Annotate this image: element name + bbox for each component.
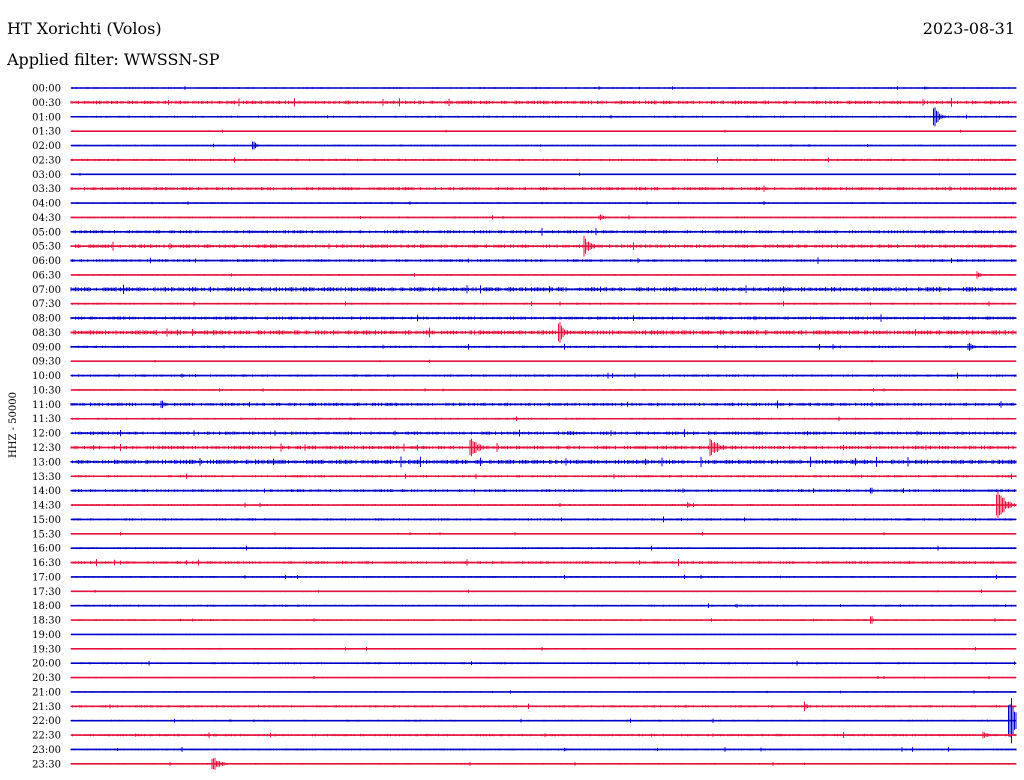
time-tick-label: 20:00 [32,659,61,670]
time-tick-label: 09:00 [32,342,61,353]
time-tick-label: 19:30 [32,644,61,655]
time-tick-label: 16:00 [32,544,61,555]
time-tick-label: 06:30 [32,270,61,281]
time-tick-label: 10:30 [32,385,61,396]
time-tick-label: 00:30 [32,98,61,109]
time-tick-label: 22:00 [32,716,61,727]
y-axis-label: HHZ - 50000 [8,392,19,458]
time-tick-label: 03:00 [32,170,61,181]
time-tick-label: 17:30 [32,587,61,598]
time-tick-label: 04:30 [32,213,61,224]
time-tick-label: 20:30 [32,673,61,684]
time-tick-label: 05:00 [32,227,61,238]
time-tick-label: 13:00 [32,457,61,468]
time-tick-label: 02:00 [32,141,61,152]
trace-rows: 00:00 00:30 01:00 01:30 02:00 02:30 03:00 03:30… [32,84,1017,770]
time-tick-label: 01:30 [32,127,61,138]
time-tick-label: 21:30 [32,702,61,713]
time-tick-label: 09:30 [32,357,61,368]
time-tick-label: 04:00 [32,199,61,210]
time-tick-label: 17:00 [32,572,61,583]
time-tick-label: 11:30 [32,414,61,425]
time-tick-label: 05:30 [32,242,61,253]
time-tick-label: 12:30 [32,443,61,454]
time-tick-label: 22:30 [32,731,61,742]
time-tick-label: 15:00 [32,515,61,526]
time-tick-label: 07:00 [32,285,61,296]
time-tick-label: 23:00 [32,745,61,756]
time-tick-label: 02:30 [32,155,61,166]
time-tick-label: 08:00 [32,314,61,325]
time-tick-label: 14:00 [32,486,61,497]
time-tick-label: 15:30 [32,529,61,540]
time-tick-label: 18:00 [32,601,61,612]
time-tick-label: 19:00 [32,630,61,641]
time-tick-label: 08:30 [32,328,61,339]
time-tick-label: 07:30 [32,299,61,310]
time-tick-label: 16:30 [32,558,61,569]
time-tick-label: 01:00 [32,112,61,123]
time-tick-label: 06:00 [32,256,61,267]
time-tick-label: 00:00 [32,84,61,95]
filter-label: Applied filter: WWSSN-SP [7,50,220,69]
time-tick-label: 14:30 [32,501,61,512]
time-tick-label: 03:30 [32,184,61,195]
time-tick-label: 12:00 [32,429,61,440]
time-tick-label: 10:00 [32,371,61,382]
time-tick-label: 23:30 [32,759,61,770]
time-tick-label: 18:30 [32,616,61,627]
time-tick-label: 13:30 [32,472,61,483]
time-tick-label: 21:00 [32,687,61,698]
station-title: HT Xorichti (Volos) [7,19,162,38]
time-tick-label: 11:00 [32,400,61,411]
date-label: 2023-08-31 [922,19,1015,38]
